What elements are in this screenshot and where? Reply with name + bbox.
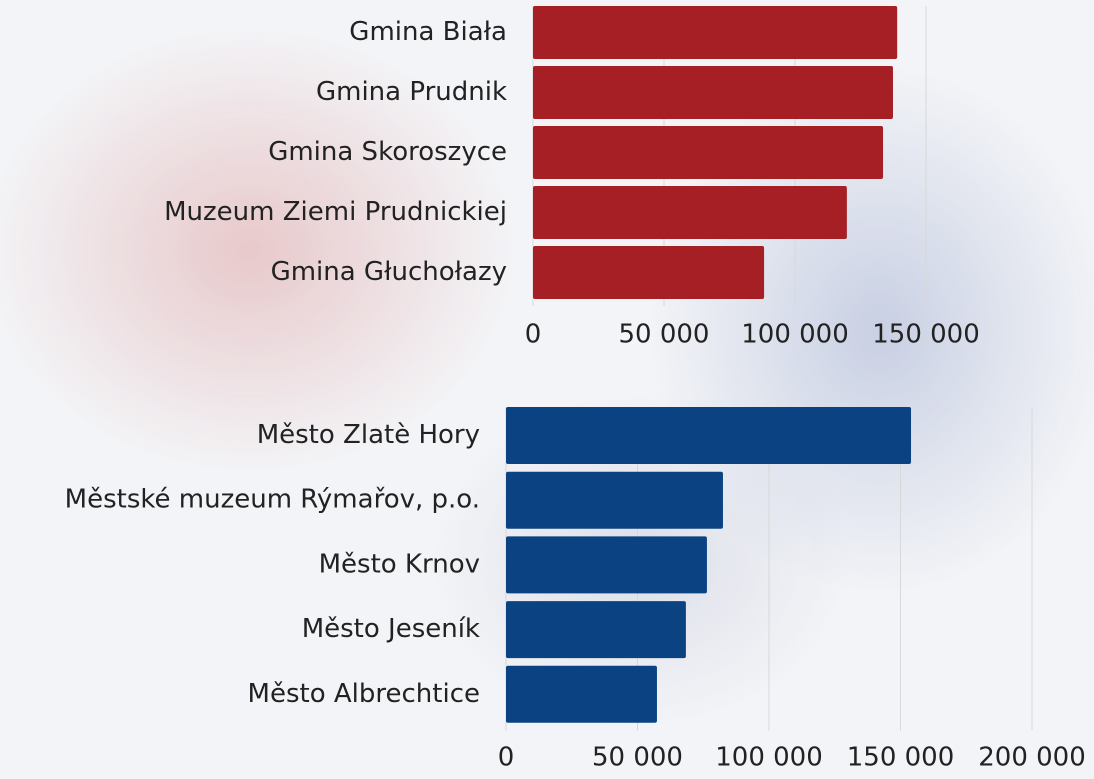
bar (533, 246, 765, 299)
x-tick-label: 50 000 (592, 743, 683, 773)
x-tick-label: 200 000 (978, 743, 1086, 773)
y-tick-label: Město Zlatè Hory (257, 420, 480, 450)
y-tick-label: Město Krnov (319, 549, 480, 579)
x-tick-label: 50 000 (619, 320, 710, 350)
bar (506, 471, 723, 529)
bar (506, 665, 657, 723)
y-tick-label: Gmina Skoroszyce (268, 137, 507, 167)
x-tick-label: 150 000 (847, 743, 955, 773)
y-tick-label: Gmina Prudnik (316, 77, 507, 107)
y-tick-label: Gmina Głuchołazy (271, 257, 507, 287)
x-tick-label: 100 000 (715, 743, 823, 773)
y-tick-label: Městské muzeum Rýmařov, p.o. (65, 485, 480, 515)
x-tick-label: 0 (498, 743, 515, 773)
bar (506, 407, 912, 464)
bar (506, 601, 686, 659)
y-tick-label: Muzeum Ziemi Prudnickiej (164, 197, 507, 227)
y-tick-label: Gmina Biała (349, 17, 507, 47)
bar (533, 126, 884, 179)
bar (533, 6, 898, 59)
bar (533, 66, 893, 119)
y-tick-label: Město Albrechtice (248, 679, 480, 709)
x-tick-label: 150 000 (872, 320, 980, 350)
bar (533, 186, 847, 239)
y-tick-label: Město Jeseník (302, 614, 480, 644)
x-tick-label: 0 (525, 320, 542, 350)
x-tick-label: 100 000 (741, 320, 849, 350)
bar (506, 536, 707, 594)
